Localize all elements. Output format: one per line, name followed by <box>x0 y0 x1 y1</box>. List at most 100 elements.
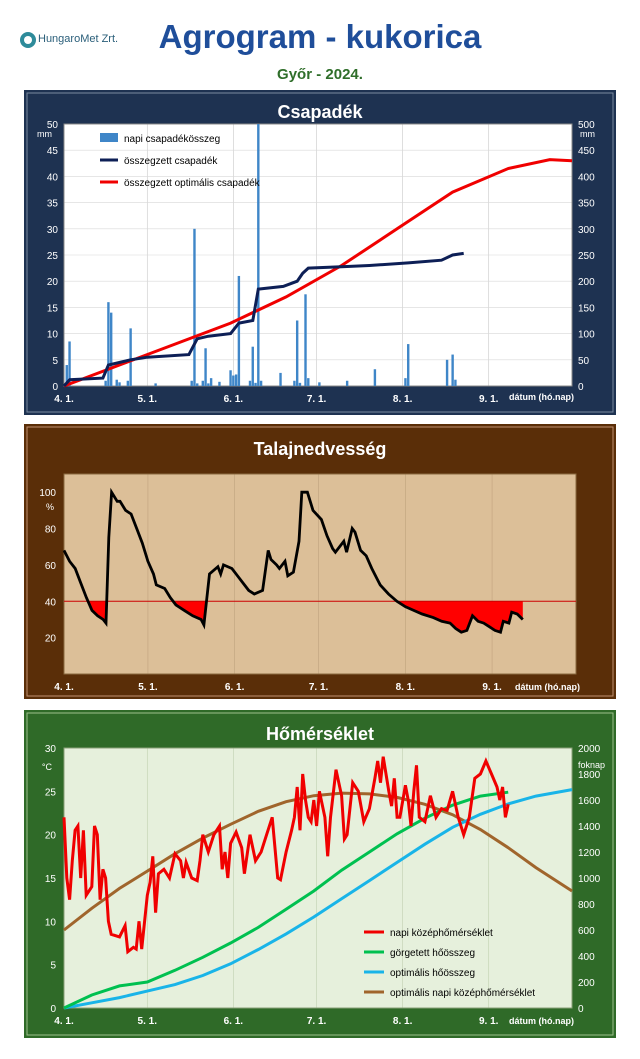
panel1-y-right-tick: 450 <box>578 146 595 157</box>
panel3-y-right-tick: 2000 <box>578 744 601 755</box>
precip-bar <box>257 124 260 386</box>
precip-bar <box>201 380 204 386</box>
panel2-y-unit: % <box>46 502 54 512</box>
cumulative-precip-line <box>62 251 464 387</box>
optimal-daily-mean-temp-line <box>63 791 573 932</box>
panel3-x-axis-label: dátum (hó.nap) <box>509 1016 574 1026</box>
panel3-y-right-tick: 1800 <box>578 770 601 781</box>
precip-bar <box>298 382 302 386</box>
panel1-y-right-tick: 300 <box>578 225 595 236</box>
panel3-x-tick: 7. 1. <box>307 1016 327 1027</box>
daily-mean-temp-line <box>62 756 510 955</box>
precip-bar <box>345 380 349 386</box>
panel2-inner-border <box>26 426 614 697</box>
panel2-x-tick: 5. 1. <box>138 682 158 693</box>
panel3-inner-border <box>26 712 614 1036</box>
panel1-y-left-unit: mm <box>37 129 52 139</box>
panel2-y-tick: 40 <box>45 597 57 608</box>
panel3-y-right-tick: 1000 <box>578 874 601 885</box>
panel2-y-tick: 20 <box>45 634 57 645</box>
panel1-y-left-tick: 20 <box>47 277 59 288</box>
panel3-y-left-tick: 25 <box>45 787 57 798</box>
panel1-x-tick: 4. 1. <box>54 394 74 405</box>
precipitation-panel: Csapadék 0 5 10 15 20 25 30 35 40 45 50 0 50 100 150 200… <box>24 90 616 415</box>
precip-bar <box>304 294 307 386</box>
precip-bar <box>209 378 213 386</box>
panel3-x-tick: 6. 1. <box>224 1016 244 1027</box>
optimal-heat-sum-line <box>63 788 573 1010</box>
precip-bar <box>232 375 235 386</box>
panel3-y-right-tick: 200 <box>578 978 595 989</box>
legend-label-optimal-heat-sum: optimális hőösszeg <box>390 968 475 979</box>
panel1-inner-border <box>26 92 614 413</box>
panel2-x-tick: 9. 1. <box>482 682 502 693</box>
precip-bar <box>196 383 199 386</box>
precip-bar <box>373 369 377 386</box>
panel1-y-left-tick: 10 <box>47 330 59 341</box>
panel2-y-tick: 80 <box>45 525 57 536</box>
precip-bar <box>104 380 107 386</box>
panel2-y-tick: 60 <box>45 561 57 572</box>
precip-bar <box>254 382 257 386</box>
panel3-y-right-tick: 1200 <box>578 848 601 859</box>
panel1-x-tick: 6. 1. <box>224 394 244 405</box>
panel3-y-right-unit: foknap <box>578 760 605 770</box>
panel1-x-tick: 8. 1. <box>393 394 413 405</box>
panel1-y-left-tick: 25 <box>47 251 59 262</box>
panel1-y-right-tick: 0 <box>578 382 584 393</box>
soil-moisture-panel: Talajnedvesség 20 40 60 80 100% 4. 1. 5. 1. 6. 1… <box>24 424 616 699</box>
precipitation-chart: Csapadék05101520253035404550050100150200… <box>24 90 616 415</box>
panel3-y-left-tick: 30 <box>45 744 57 755</box>
legend-swatch-daily-precip <box>100 133 118 142</box>
panel2-y-tick: 100 <box>39 488 56 499</box>
precip-bar <box>318 382 321 386</box>
legend-label-cumulative-precip: összegzett csapadék <box>124 156 218 167</box>
panel1-plot-border <box>63 123 573 387</box>
soil-moisture-line <box>62 487 524 634</box>
panel1-y-left-tick: 15 <box>47 303 59 314</box>
hungaromet-logo: HungaroMet Zrt. <box>20 32 130 52</box>
precip-bar <box>218 381 221 386</box>
page-title: Agrogram - kukorica <box>158 18 482 55</box>
panel1-y-right-tick: 350 <box>578 199 595 210</box>
precip-bar <box>234 374 238 386</box>
panel1-y-right-tick: 100 <box>578 330 595 341</box>
panel1-x-tick: 5. 1. <box>138 394 158 405</box>
panel1-x-tick: 7. 1. <box>307 394 327 405</box>
panel3-x-tick: 9. 1. <box>479 1016 499 1027</box>
moisture-deficit-area <box>396 601 523 633</box>
panel2-x-tick: 6. 1. <box>225 682 245 693</box>
panel1-y-right-tick: 400 <box>578 172 595 183</box>
legend-label-daily-precip: napi csapadékösszeg <box>124 134 220 145</box>
panel3-y-right-tick: 600 <box>578 926 595 937</box>
temperature-chart: Hőmérséklet 0 5 10 15 20 25 30 0 200 400 600 800 1000… <box>24 710 616 1038</box>
panel2-x-axis-label: dátum (hó.nap) <box>515 682 580 692</box>
legend-label-optimal-daily-mean-temp: optimális napi középhőmérséklet <box>390 988 535 999</box>
panel3-x-tick: 8. 1. <box>393 1016 413 1027</box>
panel1-y-right-tick: 50 <box>578 356 590 367</box>
precip-bar <box>190 380 193 386</box>
panel1-y-right-tick: 250 <box>578 251 595 262</box>
panel2-plot-area <box>64 474 576 674</box>
precip-bar <box>207 383 210 386</box>
panel1-title: Csapadék <box>277 102 363 122</box>
panel1-y-left-tick: 45 <box>47 146 59 157</box>
legend-label-optimal-precip: összegzett optimális csapadék <box>124 178 261 189</box>
panel1-y-left-tick: 5 <box>52 356 58 367</box>
precip-bar <box>126 380 130 386</box>
panel3-plot-border <box>63 747 573 1009</box>
precip-bar <box>118 382 121 386</box>
soil-moisture-chart: Talajnedvesség 20 40 60 80 100% 4. 1. 5. 1. 6. 1… <box>24 424 616 699</box>
panel1-y-right-tick: 500 <box>578 120 595 131</box>
precip-bar <box>154 383 157 386</box>
precip-bar <box>204 348 207 386</box>
panel2-x-tick: 7. 1. <box>309 682 329 693</box>
precip-bar <box>307 378 310 386</box>
panel1-y-right-tick: 200 <box>578 277 595 288</box>
temperature-panel: Hőmérséklet 0 5 10 15 20 25 30 0 200 400 600 800 1000… <box>24 710 616 1038</box>
panel3-y-right-tick: 1400 <box>578 822 601 833</box>
panel1-y-left-tick: 50 <box>47 120 59 131</box>
panel3-y-right-tick: 400 <box>578 952 595 963</box>
logo-mark-icon <box>20 32 36 48</box>
panel2-title: Talajnedvesség <box>254 439 387 459</box>
